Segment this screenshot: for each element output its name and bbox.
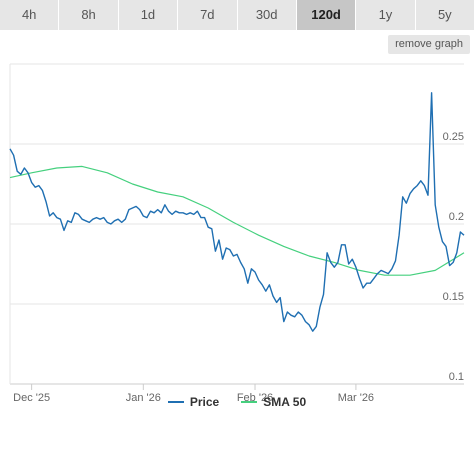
legend-item-price[interactable]: Price bbox=[167, 395, 220, 409]
x-tick-label: Dec '25 bbox=[13, 392, 50, 404]
x-tick-label: Mar '26 bbox=[338, 392, 374, 404]
legend-swatch bbox=[167, 401, 184, 403]
range-tab-5y[interactable]: 5y bbox=[415, 0, 474, 30]
range-tab-30d[interactable]: 30d bbox=[237, 0, 297, 30]
range-tab-8h[interactable]: 8h bbox=[59, 0, 119, 30]
legend-label: SMA 50 bbox=[263, 395, 307, 409]
range-tab-4h[interactable]: 4h bbox=[0, 0, 60, 30]
sma50-series-line bbox=[9, 165, 465, 276]
legend-swatch bbox=[241, 401, 258, 403]
y-tick-label: 0.15 bbox=[443, 291, 464, 303]
legend-label: Price bbox=[189, 395, 220, 409]
legend-item-sma-50[interactable]: SMA 50 bbox=[241, 395, 306, 409]
range-tab-120d[interactable]: 120d bbox=[296, 0, 357, 30]
price-series-line bbox=[9, 92, 465, 332]
y-tick-label: 0.1 bbox=[449, 371, 464, 383]
x-tick-label: Jan '26 bbox=[126, 392, 161, 404]
y-tick-label: 0.2 bbox=[449, 211, 464, 223]
range-tab-1y[interactable]: 1y bbox=[356, 0, 416, 30]
y-tick-label: 0.25 bbox=[443, 131, 464, 143]
time-range-tabs: 4h 8h 1d 7d 30d 120d 1y 5y bbox=[0, 0, 474, 30]
chart-legend: Price SMA 50 bbox=[0, 392, 474, 412]
remove-graph-button[interactable]: remove graph bbox=[388, 35, 470, 54]
range-tab-7d[interactable]: 7d bbox=[178, 0, 238, 30]
range-tab-1d[interactable]: 1d bbox=[118, 0, 179, 30]
